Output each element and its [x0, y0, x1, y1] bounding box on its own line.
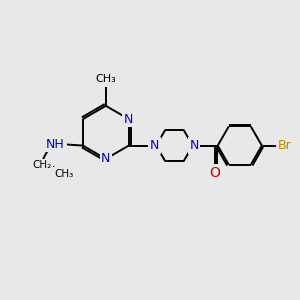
Text: CH₃: CH₃: [54, 169, 74, 178]
Text: NH: NH: [46, 138, 65, 151]
Text: N: N: [101, 152, 110, 165]
Text: Br: Br: [278, 139, 292, 152]
Text: N: N: [150, 139, 159, 152]
Text: CH₂: CH₂: [32, 160, 51, 170]
Text: N: N: [190, 139, 199, 152]
Text: N: N: [124, 112, 134, 126]
Text: CH₃: CH₃: [95, 74, 116, 84]
Text: O: O: [209, 166, 220, 180]
